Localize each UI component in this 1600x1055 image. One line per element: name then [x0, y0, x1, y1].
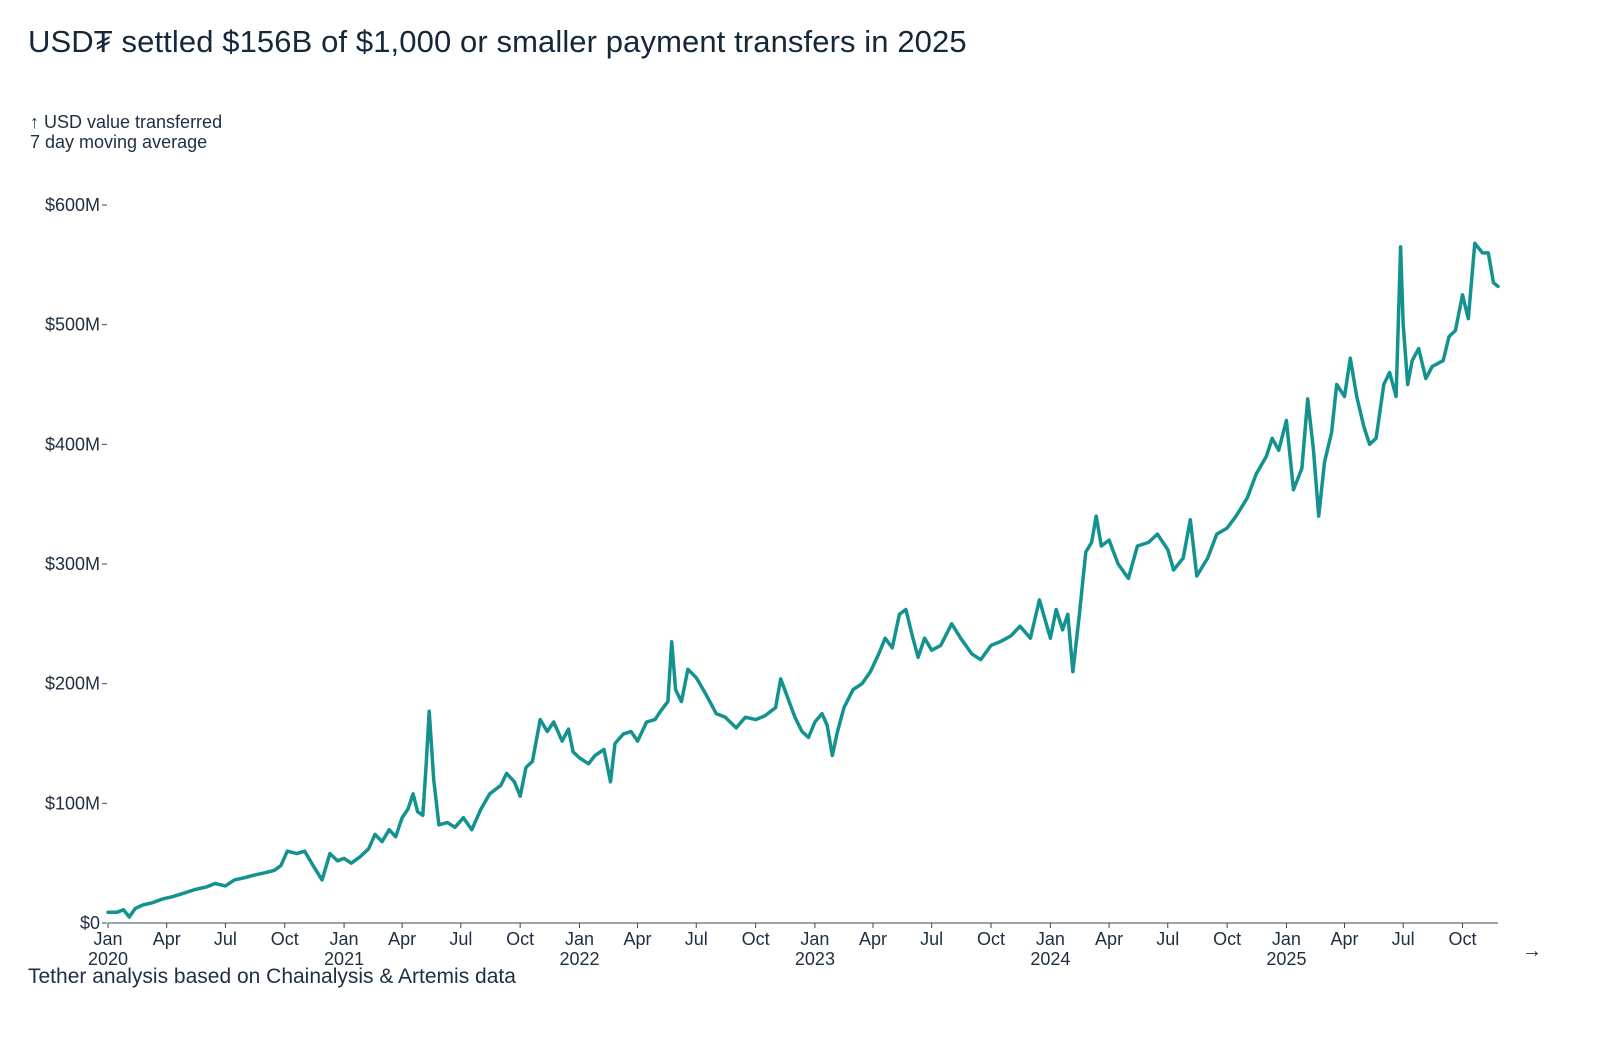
x-tick-year-label: 2023: [795, 949, 835, 969]
x-tick-label: Jul: [214, 929, 237, 949]
x-tick-label: Oct: [1213, 929, 1241, 949]
x-tick-label: Apr: [859, 929, 887, 949]
x-tick-label: Jan: [1036, 929, 1065, 949]
x-tick-year-label: 2025: [1266, 949, 1306, 969]
x-tick-label: Apr: [153, 929, 181, 949]
x-tick-year-label: 2020: [88, 949, 128, 969]
x-tick-label: Jan: [565, 929, 594, 949]
y-tick-label: $400M: [45, 434, 100, 454]
x-tick-label: Jul: [1392, 929, 1415, 949]
arrow-right-icon[interactable]: →: [1522, 940, 1542, 962]
y-tick-label: $100M: [45, 793, 100, 813]
x-tick-label: Apr: [388, 929, 416, 949]
series-line: [106, 241, 1500, 919]
x-tick-label: Apr: [1330, 929, 1358, 949]
x-tick-year-label: 2024: [1030, 949, 1070, 969]
y-axis-label-sub: 7 day moving average: [30, 132, 208, 152]
y-tick-label: $200M: [45, 674, 100, 694]
y-axis: $0 $100M $200M $300M $400M $500M $600M: [45, 195, 107, 933]
y-tick-label: $300M: [45, 554, 100, 574]
x-tick-label: Oct: [271, 929, 299, 949]
source-note: Tether analysis based on Chainalysis & A…: [28, 965, 516, 988]
x-tick-label: Oct: [506, 929, 534, 949]
y-tick-label: $600M: [45, 195, 100, 215]
x-tick-year-label: 2022: [559, 949, 599, 969]
y-tick-label: $500M: [45, 315, 100, 335]
chart-title: USD₮ settled $156B of $1,000 or smaller …: [28, 24, 967, 59]
series-group: [106, 241, 1500, 919]
x-tick-label: Jan: [330, 929, 359, 949]
x-tick-label: Oct: [1449, 929, 1477, 949]
y-axis-label-main: ↑ USD value transferred: [30, 112, 223, 132]
x-tick-label: Oct: [742, 929, 770, 949]
y-tick-label: $0: [80, 913, 100, 933]
x-tick-label: Jan: [93, 929, 122, 949]
x-tick-label: Jul: [1156, 929, 1179, 949]
x-tick-label: Oct: [977, 929, 1005, 949]
x-tick-label: Apr: [624, 929, 652, 949]
x-tick-year-label: 2021: [324, 949, 364, 969]
x-tick-label: Jan: [1272, 929, 1301, 949]
x-tick-label: Jul: [449, 929, 472, 949]
y-axis-label: ↑ USD value transferred 7 day moving ave…: [30, 112, 222, 152]
x-tick-label: Apr: [1095, 929, 1123, 949]
x-tick-label: Jan: [800, 929, 829, 949]
x-tick-label: Jul: [685, 929, 708, 949]
x-tick-label: Jul: [920, 929, 943, 949]
